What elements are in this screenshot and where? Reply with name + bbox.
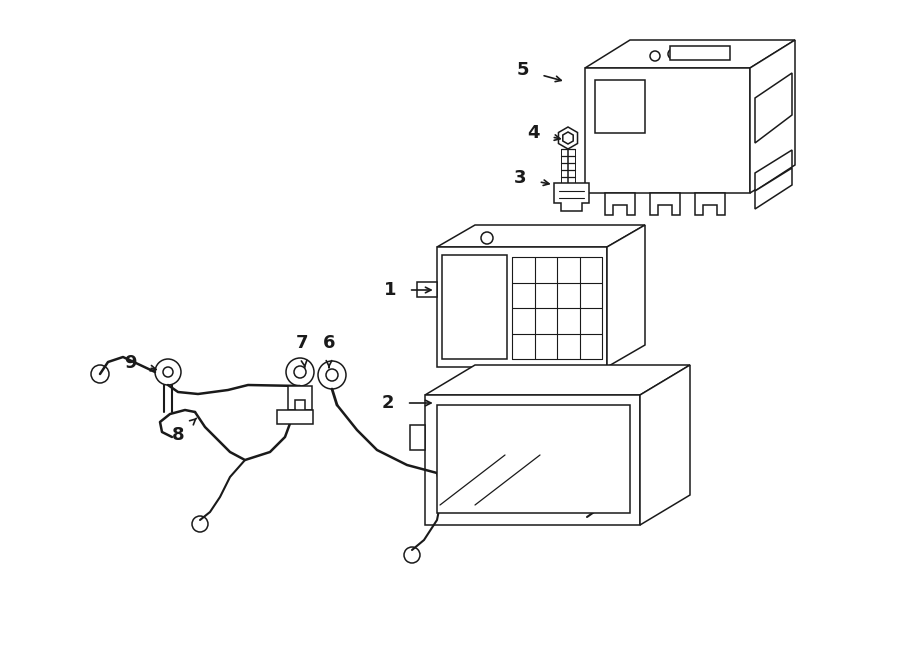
Polygon shape	[755, 168, 792, 209]
Text: 8: 8	[172, 418, 196, 444]
Polygon shape	[585, 68, 750, 193]
Polygon shape	[425, 365, 690, 395]
Text: 2: 2	[382, 394, 431, 412]
Polygon shape	[277, 410, 313, 424]
Text: 7: 7	[296, 334, 308, 368]
Polygon shape	[650, 193, 680, 215]
Polygon shape	[562, 132, 573, 144]
Polygon shape	[425, 395, 640, 525]
Circle shape	[685, 47, 695, 57]
Text: 1: 1	[383, 281, 431, 299]
Text: 4: 4	[526, 124, 560, 142]
Polygon shape	[595, 80, 645, 133]
Text: 6: 6	[323, 334, 335, 368]
Polygon shape	[607, 225, 645, 367]
Polygon shape	[755, 150, 792, 191]
Polygon shape	[410, 425, 425, 450]
Text: 3: 3	[514, 169, 549, 187]
Polygon shape	[437, 247, 607, 367]
Polygon shape	[755, 73, 792, 143]
Polygon shape	[437, 405, 630, 513]
Polygon shape	[554, 183, 589, 211]
Polygon shape	[750, 40, 795, 193]
Circle shape	[668, 49, 678, 59]
Polygon shape	[288, 386, 312, 410]
Polygon shape	[695, 193, 725, 215]
Circle shape	[481, 232, 493, 244]
Polygon shape	[417, 282, 437, 297]
Polygon shape	[670, 46, 730, 60]
Polygon shape	[437, 225, 645, 247]
Polygon shape	[640, 365, 690, 525]
Polygon shape	[605, 193, 635, 215]
Text: 5: 5	[517, 61, 562, 81]
Polygon shape	[559, 127, 578, 149]
Circle shape	[650, 51, 660, 61]
Polygon shape	[585, 40, 795, 68]
Text: 9: 9	[124, 354, 156, 372]
Polygon shape	[442, 255, 507, 359]
